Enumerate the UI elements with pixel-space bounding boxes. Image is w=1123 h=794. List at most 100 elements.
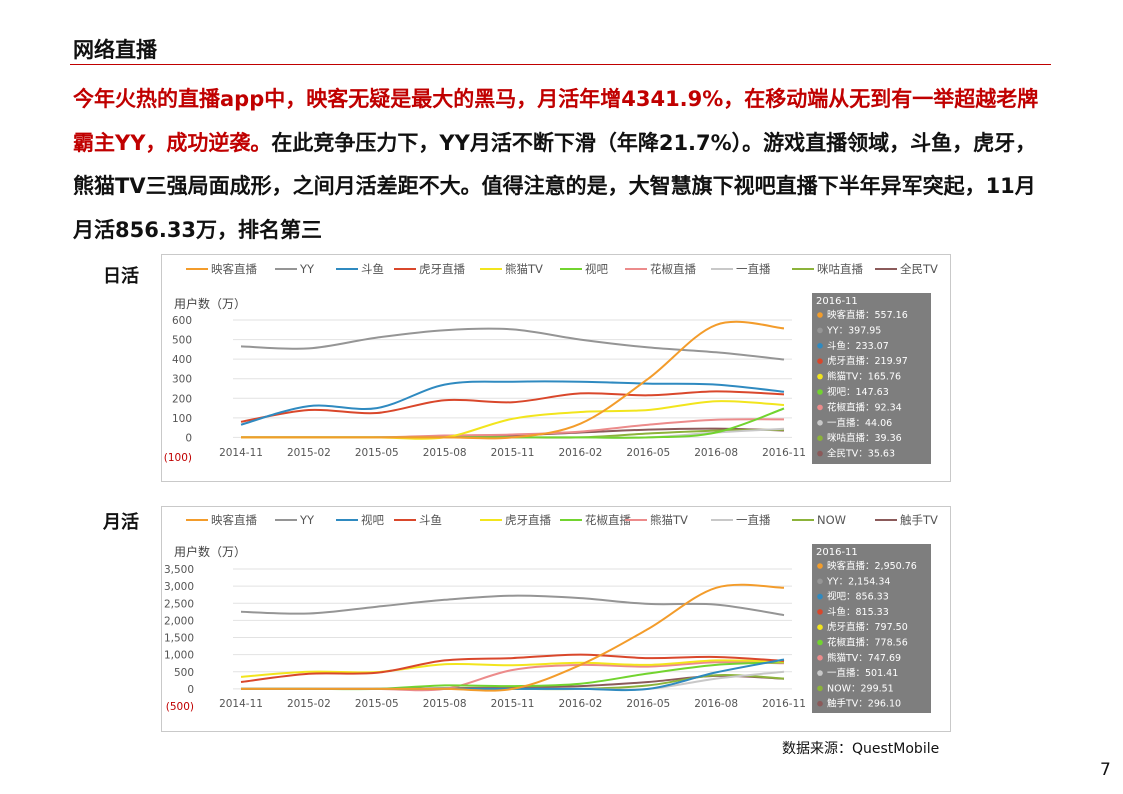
tooltip-entry: 咪咕直播：39.36 — [827, 432, 902, 444]
y-tick-label: 0 — [185, 432, 192, 444]
tooltip-title: 2016-11 — [816, 296, 858, 307]
tooltip-dot — [817, 593, 823, 600]
tooltip-entry: 一直播：501.41 — [827, 667, 898, 679]
tooltip-entry: 熊猫TV：165.76 — [827, 371, 901, 383]
series-line — [241, 583, 785, 692]
tooltip-dot — [817, 670, 823, 676]
y-tick-label: (100) — [164, 452, 192, 464]
x-tick-label: 2015-05 — [355, 447, 399, 459]
legend-label: 花椒直播 — [585, 513, 631, 527]
legend-label: 触手TV — [900, 513, 938, 527]
tooltip-title: 2016-11 — [816, 547, 858, 558]
y-tick-label: (500) — [166, 701, 194, 713]
x-tick-label: 2015-08 — [423, 698, 467, 710]
series-line — [240, 327, 785, 361]
tooltip-box — [812, 544, 931, 713]
y-tick-label: 2,000 — [164, 615, 194, 627]
tooltip-entry: YY：2,154.34 — [826, 576, 890, 587]
tooltip-entry: 全民TV：35.63 — [827, 448, 895, 460]
tooltip-entry: 斗鱼：233.07 — [827, 340, 889, 352]
summary-body: 在此竞争压力下，YY月活不断下滑（年降21.7%）。游戏直播领域，斗鱼，虎牙，熊… — [73, 130, 1037, 242]
legend-label: 虎牙直播 — [419, 262, 465, 276]
x-tick-label: 2015-11 — [491, 447, 535, 459]
x-tick-label: 2015-02 — [287, 447, 331, 459]
legend-label: 虎牙直播 — [505, 513, 551, 527]
x-tick-label: 2016-05 — [626, 447, 670, 459]
x-tick-label: 2016-05 — [626, 698, 670, 710]
y-tick-label: 500 — [172, 335, 192, 347]
monthly-active-chart-svg: 映客直播 YY 视吧 斗鱼 虎牙直播 花椒直播 熊猫TV 一直播 NOW 触手TV 用户数（万） 3,… — [164, 513, 938, 713]
x-tick-label: 2016-08 — [694, 447, 738, 459]
legend-label: 斗鱼 — [361, 262, 384, 276]
tooltip-entry: 花椒直播：92.34 — [827, 401, 902, 413]
page-number: 7 — [1100, 760, 1111, 780]
tooltip-entry: 虎牙直播：797.50 — [827, 621, 908, 633]
tooltip-entry: NOW：299.51 — [827, 683, 894, 694]
legend-label: 全民TV — [900, 262, 938, 276]
x-tick-label: 2016-02 — [558, 447, 602, 459]
series-line — [240, 594, 785, 617]
x-tick-label: 2016-08 — [694, 698, 738, 710]
y-tick-label: 600 — [172, 315, 192, 327]
tooltip-entry: 斗鱼：815.33 — [827, 606, 889, 618]
y-tick-label: 0 — [187, 684, 194, 696]
series-line — [240, 659, 785, 678]
x-tick-label: 2014-11 — [219, 447, 263, 459]
tooltip-dot — [817, 420, 823, 426]
y-tick-label: 3,000 — [164, 581, 194, 593]
x-tick-label: 2016-02 — [558, 698, 602, 710]
tooltip-dot — [817, 389, 823, 395]
legend-label: 一直播 — [736, 262, 771, 276]
title-divider — [70, 64, 1051, 65]
daily-active-label: 日活 — [103, 266, 139, 287]
y-tick-label: 100 — [172, 413, 192, 425]
page-title: 网络直播 — [73, 38, 157, 62]
legend-label: YY — [299, 262, 315, 276]
legend-label: 斗鱼 — [419, 513, 442, 527]
y-axis-label: 用户数（万） — [174, 544, 246, 559]
series-line — [241, 320, 785, 440]
tooltip-entry: 视吧：856.33 — [827, 591, 889, 603]
legend-label: 视吧 — [585, 262, 608, 276]
tooltip-entry: 熊猫TV：747.69 — [827, 652, 901, 664]
x-tick-label: 2015-05 — [355, 698, 399, 710]
x-tick-label: 2015-02 — [287, 698, 331, 710]
tooltip-dot — [817, 450, 823, 457]
tooltip-entry: 虎牙直播：219.97 — [827, 355, 908, 367]
x-tick-label: 2016-11 — [762, 447, 806, 459]
summary-paragraph: 今年火热的直播app中，映客无疑是最大的黑马，月活年增4341.9%，在移动端从… — [73, 78, 1043, 252]
tooltip-dot — [817, 373, 823, 380]
y-tick-label: 200 — [172, 393, 192, 405]
y-tick-label: 300 — [172, 374, 192, 386]
legend-label: YY — [299, 513, 315, 527]
daily-active-chart: 映客直播 YY 斗鱼 虎牙直播 熊猫TV 视吧 花椒直播 一直播 咪咕直播 全民TV 用户数（万） 6… — [161, 254, 951, 482]
tooltip-dot — [817, 404, 823, 411]
x-tick-label: 2015-08 — [423, 447, 467, 459]
legend-label: 熊猫TV — [505, 262, 543, 276]
data-source: 数据来源：QuestMobile — [782, 741, 940, 757]
legend-label: NOW — [817, 513, 846, 527]
x-tick-label: 2015-11 — [491, 698, 535, 710]
tooltip-dot — [817, 685, 823, 692]
tooltip-entry: 花椒直播：778.56 — [827, 637, 908, 649]
tooltip-dot — [817, 609, 823, 615]
y-tick-label: 3,500 — [164, 564, 194, 576]
tooltip-dot — [817, 435, 823, 441]
x-tick-label: 2014-11 — [219, 698, 263, 710]
tooltip-dot — [817, 655, 823, 661]
tooltip-entry: 映客直播：557.16 — [827, 309, 908, 321]
tooltip-dot — [817, 700, 823, 707]
y-axis-label: 用户数（万） — [174, 296, 246, 311]
tooltip-dot — [817, 578, 823, 585]
legend-label: 映客直播 — [211, 262, 257, 276]
y-tick-label: 2,500 — [164, 598, 194, 610]
legend-label: 一直播 — [736, 513, 771, 527]
tooltip-dot — [817, 563, 823, 569]
monthly-active-label: 月活 — [103, 512, 139, 533]
monthly-active-chart: 映客直播 YY 视吧 斗鱼 虎牙直播 花椒直播 熊猫TV 一直播 NOW 触手TV 用户数（万） 3,… — [161, 506, 951, 732]
tooltip-box — [812, 293, 931, 464]
y-tick-label: 500 — [174, 667, 194, 679]
tooltip-dot — [817, 358, 823, 364]
tooltip-dot — [817, 327, 823, 334]
tooltip-dot — [817, 624, 823, 630]
